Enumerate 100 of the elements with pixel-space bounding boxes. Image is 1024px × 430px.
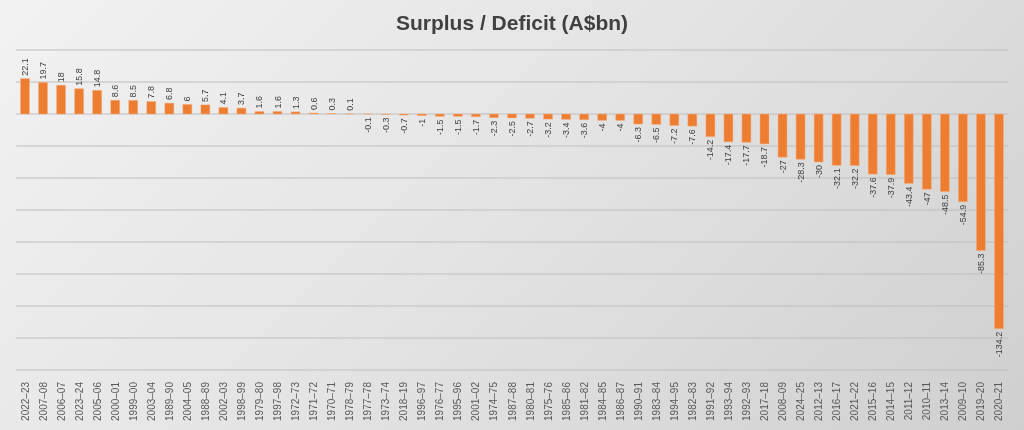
bar: [922, 113, 932, 190]
x-tick-label: 2015–16: [867, 381, 879, 421]
data-label: -43.4: [903, 186, 914, 207]
x-tick-label: 2022–23: [19, 381, 31, 421]
x-tick-label: 2008–09: [777, 381, 789, 421]
bar: [74, 88, 84, 115]
bar: [795, 113, 806, 160]
data-label: -85.3: [975, 253, 986, 274]
data-label: -4: [597, 123, 608, 132]
data-label: 6.8: [164, 87, 175, 101]
x-tick-label: 1974–75: [488, 381, 500, 421]
x-tick-label: 1977–78: [362, 381, 374, 421]
x-tick-label: 2010–11: [921, 381, 933, 421]
data-label: -4: [615, 123, 626, 132]
bar: [56, 84, 66, 115]
data-label: -27: [777, 160, 788, 174]
x-tick-label: 1999–00: [127, 381, 139, 421]
bar: [543, 113, 553, 120]
bar: [38, 82, 48, 115]
x-tick-label: 2002–03: [217, 381, 229, 421]
x-tick-label: 1982–83: [686, 381, 698, 421]
x-tick-label: 1998–99: [235, 381, 247, 421]
x-tick-label: 1988–89: [199, 381, 211, 421]
x-tick-label: 2013–14: [939, 381, 951, 421]
data-label: 0.1: [344, 98, 355, 111]
bar: [110, 99, 120, 115]
data-label: -3.4: [561, 122, 572, 138]
x-tick-label: 1984–85: [596, 381, 608, 421]
x-tick-label: 2018–19: [398, 381, 410, 421]
bar: [146, 101, 157, 115]
x-tick-label: 1987–88: [506, 381, 518, 421]
data-label: -2.3: [488, 120, 499, 137]
bar: [182, 104, 193, 115]
bar: [20, 78, 30, 115]
x-tick-label: 1989–90: [163, 381, 175, 421]
data-label: -54.9: [957, 204, 968, 226]
x-tick-label: 1973–74: [380, 381, 392, 421]
bar: [705, 113, 716, 137]
x-tick-label: 2004–05: [181, 381, 193, 421]
x-tick-label: 1993–94: [722, 381, 734, 421]
data-label: -3.6: [579, 122, 590, 139]
bar: [687, 113, 698, 127]
bar: [994, 113, 1004, 329]
bar: [940, 113, 950, 192]
bar: [831, 113, 842, 166]
bar: [579, 113, 589, 121]
x-tick-label: 1996–97: [416, 381, 428, 421]
bar: [958, 113, 968, 203]
data-label: -30: [813, 165, 824, 179]
x-tick-label: 1981–82: [578, 381, 590, 421]
data-label: -32.2: [849, 168, 860, 190]
x-tick-label: 2016–17: [831, 381, 843, 421]
x-tick-label: 1976–77: [434, 381, 446, 421]
bar: [290, 111, 301, 115]
data-label: -2.7: [525, 121, 536, 137]
data-label: -1: [416, 118, 427, 127]
data-label: 6: [182, 96, 193, 102]
bar: [904, 113, 914, 184]
data-label: -14.2: [705, 139, 716, 161]
data-label: 18: [56, 72, 67, 83]
data-label: -134.2: [993, 331, 1004, 358]
x-tick-label: 1986–87: [614, 381, 626, 421]
bar: [254, 111, 265, 115]
chart-title: Surplus / Deficit (A$bn): [394, 10, 630, 36]
x-tick-label: 1979–80: [253, 381, 265, 421]
x-tick-label: 2012–13: [813, 381, 825, 421]
data-label: 15.8: [74, 68, 85, 86]
data-label: 8.5: [128, 84, 139, 98]
data-label: -7.2: [669, 128, 680, 145]
data-label: 14.8: [92, 69, 103, 88]
bar: [272, 111, 283, 115]
x-tick-label: 2014–15: [885, 381, 897, 421]
data-label: -28.3: [795, 162, 806, 183]
x-tick-label: 2017–18: [759, 381, 771, 421]
x-tick-label: 2006–07: [55, 381, 67, 421]
x-tick-label: 1972–73: [290, 381, 302, 421]
bar: [92, 90, 102, 115]
x-tick-label: 1970–71: [326, 381, 338, 421]
data-label: 0.3: [326, 98, 337, 111]
data-label: -6.5: [651, 127, 662, 143]
bar: [669, 113, 680, 126]
x-tick-label: 1992–93: [740, 381, 752, 421]
x-tick-label: 1983–84: [650, 381, 662, 421]
data-label: -0.7: [398, 118, 409, 134]
data-label: -17.7: [741, 145, 752, 166]
data-label: -3.2: [543, 122, 554, 138]
data-label: -1.7: [470, 119, 481, 136]
data-label: -7.6: [687, 129, 698, 145]
data-label: -1.5: [434, 119, 445, 135]
x-tick-label: 2024–25: [795, 381, 807, 421]
data-label: 22.1: [20, 58, 31, 76]
x-tick-label: 2000–01: [109, 381, 121, 421]
bar: [128, 100, 138, 115]
bar: [886, 113, 896, 175]
bar: [633, 113, 643, 125]
data-label: 8.6: [110, 84, 121, 98]
bar: [777, 113, 788, 158]
bar: [525, 113, 535, 119]
bar: [723, 113, 734, 143]
x-tick-label: 1994–95: [668, 381, 680, 421]
